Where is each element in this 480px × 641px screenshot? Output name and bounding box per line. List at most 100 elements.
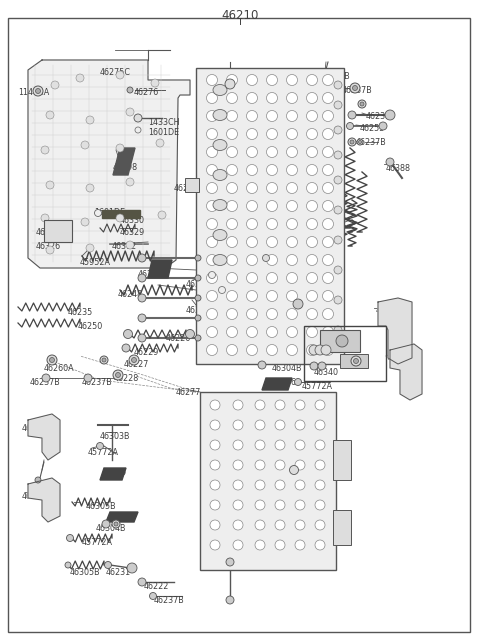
Text: 46255: 46255 (360, 124, 385, 133)
Circle shape (323, 290, 334, 301)
Polygon shape (262, 378, 292, 390)
Circle shape (46, 246, 54, 254)
Circle shape (287, 308, 298, 319)
Circle shape (323, 344, 334, 356)
Circle shape (323, 254, 334, 265)
Text: 46343B: 46343B (334, 358, 364, 367)
Text: 46340: 46340 (314, 368, 339, 377)
Circle shape (287, 201, 298, 212)
Circle shape (323, 308, 334, 319)
Circle shape (132, 358, 136, 363)
Circle shape (295, 460, 305, 470)
Circle shape (116, 71, 124, 79)
Text: 46223: 46223 (388, 354, 413, 363)
Circle shape (360, 102, 364, 106)
Circle shape (227, 183, 238, 194)
Circle shape (206, 344, 217, 356)
Circle shape (348, 111, 356, 119)
Bar (304, 326, 386, 381)
Circle shape (293, 299, 303, 309)
Circle shape (129, 355, 139, 365)
Circle shape (307, 128, 317, 140)
Text: 46210: 46210 (221, 9, 259, 22)
Bar (333, 510, 351, 545)
Circle shape (287, 147, 298, 158)
Circle shape (149, 592, 156, 599)
Circle shape (315, 480, 325, 490)
Text: 46237B: 46237B (356, 138, 387, 147)
Circle shape (206, 272, 217, 283)
Circle shape (379, 122, 387, 130)
Circle shape (86, 244, 94, 252)
Circle shape (227, 128, 238, 140)
Text: 46305B: 46305B (288, 412, 319, 421)
Bar (200, 392, 336, 570)
Circle shape (247, 147, 257, 158)
Circle shape (227, 254, 238, 265)
Circle shape (266, 272, 277, 283)
Circle shape (350, 140, 354, 144)
Circle shape (352, 85, 358, 90)
Circle shape (206, 237, 217, 247)
Circle shape (287, 272, 298, 283)
Bar (320, 330, 360, 352)
Text: 46226: 46226 (166, 334, 191, 343)
Text: 45952A: 45952A (80, 258, 111, 267)
Ellipse shape (213, 199, 227, 210)
Circle shape (287, 326, 298, 338)
Circle shape (210, 540, 220, 550)
Circle shape (185, 329, 194, 338)
Circle shape (255, 500, 265, 510)
Circle shape (227, 219, 238, 229)
Circle shape (206, 74, 217, 85)
Circle shape (206, 128, 217, 140)
Circle shape (287, 128, 298, 140)
Circle shape (275, 420, 285, 430)
Circle shape (307, 308, 317, 319)
Circle shape (307, 74, 317, 85)
Circle shape (266, 219, 277, 229)
Text: 1433CF: 1433CF (272, 258, 302, 267)
Text: 1601DK: 1601DK (224, 76, 255, 85)
Circle shape (206, 183, 217, 194)
Circle shape (46, 111, 54, 119)
Text: 46328: 46328 (36, 228, 61, 237)
Circle shape (233, 420, 243, 430)
Circle shape (218, 287, 226, 294)
Circle shape (33, 86, 43, 96)
Circle shape (255, 400, 265, 410)
Circle shape (323, 110, 334, 122)
Bar (333, 440, 351, 480)
Circle shape (266, 237, 277, 247)
Text: 46303B: 46303B (100, 432, 131, 441)
Circle shape (336, 335, 348, 347)
Text: 46388: 46388 (386, 164, 411, 173)
Text: 1601DE: 1601DE (94, 208, 125, 217)
Circle shape (307, 219, 317, 229)
Circle shape (287, 74, 298, 85)
Text: 46265: 46265 (302, 222, 327, 231)
Circle shape (266, 128, 277, 140)
Circle shape (287, 219, 298, 229)
Circle shape (113, 370, 123, 380)
Circle shape (334, 236, 342, 244)
Text: 46228: 46228 (114, 374, 139, 383)
Circle shape (210, 420, 220, 430)
Circle shape (210, 500, 220, 510)
Text: 46341: 46341 (314, 346, 339, 355)
Polygon shape (102, 210, 140, 218)
Text: 46280: 46280 (298, 472, 323, 481)
Text: 1433CH: 1433CH (148, 118, 180, 127)
Text: 46305B: 46305B (86, 502, 117, 511)
Text: 46222: 46222 (144, 582, 169, 591)
Text: 45772A: 45772A (82, 538, 113, 547)
Text: 1601DE: 1601DE (230, 290, 261, 299)
Circle shape (247, 201, 257, 212)
Circle shape (247, 254, 257, 265)
Circle shape (51, 81, 59, 89)
Circle shape (334, 126, 342, 134)
Circle shape (233, 520, 243, 530)
Circle shape (263, 254, 269, 262)
Circle shape (334, 296, 342, 304)
Text: 46305B: 46305B (70, 568, 101, 577)
